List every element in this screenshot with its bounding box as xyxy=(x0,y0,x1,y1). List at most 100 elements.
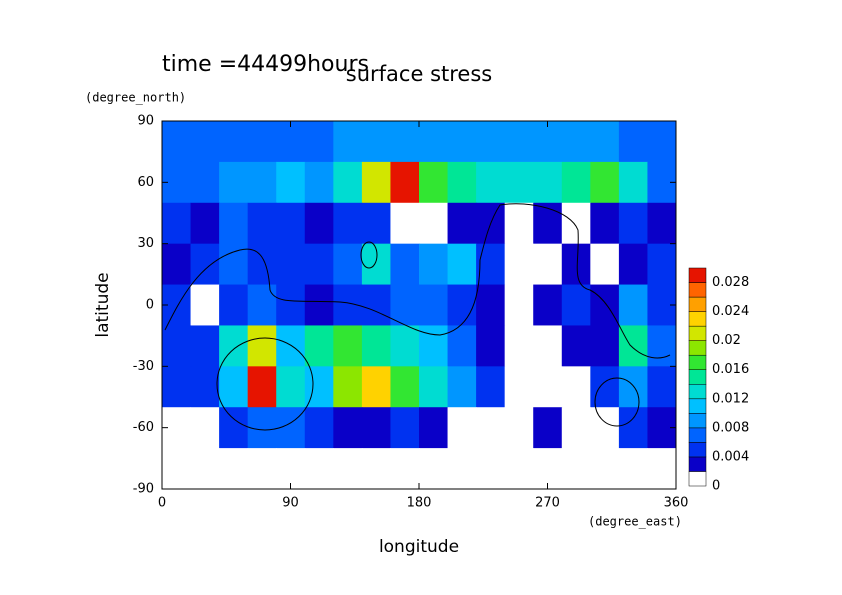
y-tick-label: 30 xyxy=(137,236,154,251)
colorbar-label: 0.024 xyxy=(712,304,749,319)
cell xyxy=(618,202,648,245)
cell xyxy=(618,407,648,449)
cell xyxy=(361,325,391,367)
cell xyxy=(247,121,277,163)
cell xyxy=(219,161,249,204)
cell xyxy=(219,366,249,408)
cell xyxy=(590,161,620,204)
cell xyxy=(190,448,220,490)
cell xyxy=(333,407,363,449)
cell xyxy=(504,243,534,286)
x-tick-label: 180 xyxy=(407,496,432,511)
cell xyxy=(533,407,563,449)
cell xyxy=(561,325,591,367)
cell xyxy=(647,366,677,408)
x-tick-label: 270 xyxy=(535,496,560,511)
cell xyxy=(333,161,363,204)
cell xyxy=(476,121,506,163)
cell xyxy=(219,407,249,449)
cell xyxy=(533,366,563,408)
cell xyxy=(476,284,506,326)
cell xyxy=(476,243,506,286)
subtitle: time =44499hours xyxy=(162,52,369,77)
x-tick-label: 360 xyxy=(664,496,689,511)
cell xyxy=(304,407,334,449)
cell xyxy=(190,161,220,204)
colorbar-bin xyxy=(688,354,707,370)
cell xyxy=(447,161,477,204)
cell xyxy=(276,202,306,245)
cell xyxy=(390,448,420,490)
cell xyxy=(647,121,677,163)
colorbar-bin xyxy=(688,456,707,472)
x-axis-label: longitude xyxy=(379,537,459,557)
cell xyxy=(504,121,534,163)
cell xyxy=(419,325,449,367)
y-tick-label: 0 xyxy=(146,298,154,313)
colorbar-bin xyxy=(688,398,707,414)
cell xyxy=(561,121,591,163)
cell xyxy=(447,202,477,245)
x-unit: (degree_east) xyxy=(588,515,682,529)
colorbar-bin xyxy=(688,427,707,443)
y-tick-label: 90 xyxy=(137,114,154,129)
cell xyxy=(219,243,249,286)
cell xyxy=(561,243,591,286)
y-axis-label: latitude xyxy=(93,272,113,337)
cell xyxy=(447,448,477,490)
cell xyxy=(333,325,363,367)
cell xyxy=(333,366,363,408)
cell xyxy=(476,366,506,408)
cell xyxy=(476,448,506,490)
cell xyxy=(361,284,391,326)
cell xyxy=(390,121,420,163)
chart-title: surface stress xyxy=(346,62,492,86)
cell xyxy=(590,448,620,490)
cell xyxy=(419,407,449,449)
cell xyxy=(533,243,563,286)
cell xyxy=(561,202,591,245)
cell xyxy=(361,202,391,245)
cell xyxy=(419,448,449,490)
cell xyxy=(219,448,249,490)
cell xyxy=(618,243,648,286)
cell xyxy=(219,284,249,326)
cell xyxy=(304,284,334,326)
cell xyxy=(561,407,591,449)
cell xyxy=(247,366,277,408)
colorbar-label: 0.004 xyxy=(712,449,749,464)
colorbar-bin xyxy=(688,267,707,283)
cell xyxy=(533,284,563,326)
cell xyxy=(419,121,449,163)
colorbar-label: 0.016 xyxy=(712,362,749,377)
cell xyxy=(590,284,620,326)
cell xyxy=(361,161,391,204)
cell xyxy=(590,202,620,245)
cell xyxy=(162,448,192,490)
cell xyxy=(533,325,563,367)
cell xyxy=(504,325,534,367)
cell xyxy=(190,243,220,286)
cell xyxy=(162,366,192,408)
y-tick-label: 60 xyxy=(137,175,154,190)
colorbar-label: 0.02 xyxy=(712,333,741,348)
cell xyxy=(618,325,648,367)
cell xyxy=(590,407,620,449)
cell xyxy=(533,121,563,163)
colorbar-bin xyxy=(688,369,707,385)
cell xyxy=(361,448,391,490)
cell xyxy=(361,407,391,449)
cell xyxy=(162,202,192,245)
cell xyxy=(419,284,449,326)
cell xyxy=(304,448,334,490)
cell xyxy=(390,243,420,286)
cell xyxy=(219,121,249,163)
cell xyxy=(590,121,620,163)
cell xyxy=(304,202,334,245)
colorbar-label: 0.008 xyxy=(712,420,749,435)
cell xyxy=(447,121,477,163)
cell xyxy=(390,161,420,204)
cell xyxy=(276,284,306,326)
colorbar-bin xyxy=(688,413,707,429)
